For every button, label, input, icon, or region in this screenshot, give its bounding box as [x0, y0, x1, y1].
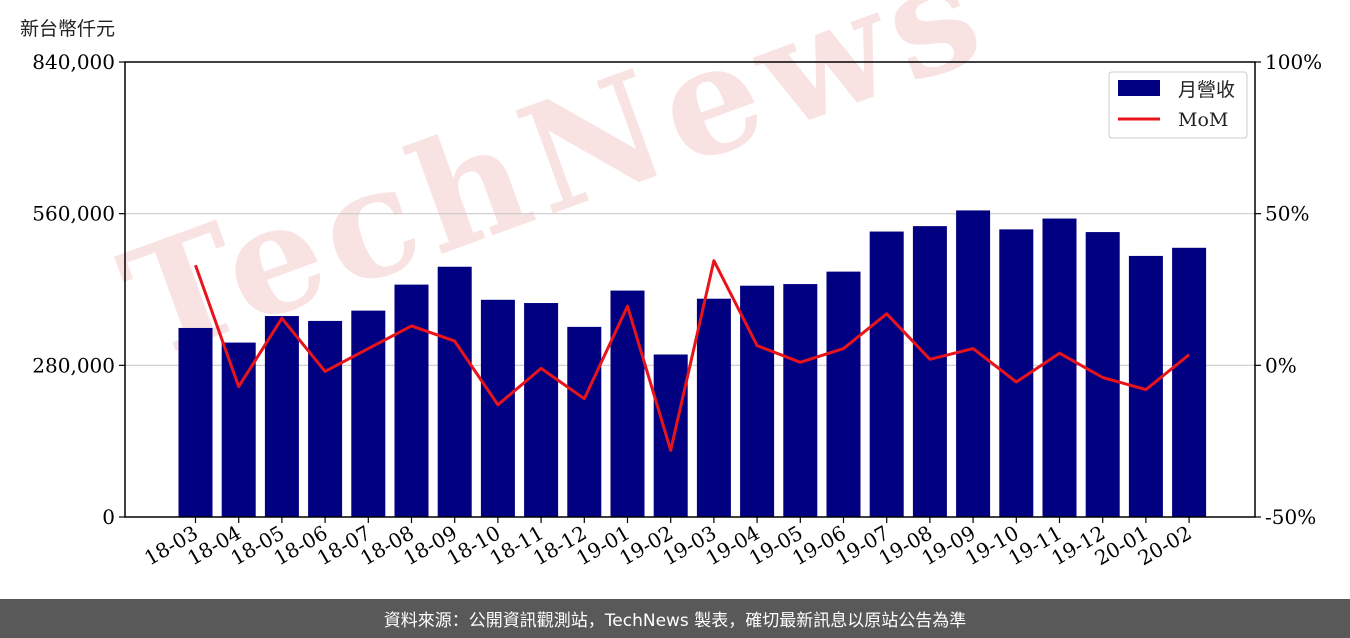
legend-label-bar: 月營收 — [1178, 79, 1235, 101]
x-axis: 18-0318-0418-0518-0618-0718-0818-0918-10… — [140, 517, 1196, 570]
bar-18-11 — [524, 303, 559, 517]
mom-line — [194, 259, 1191, 452]
bar-19-11 — [1042, 218, 1077, 517]
bar-19-02 — [653, 354, 688, 517]
right-tick-label-0: -50% — [1265, 505, 1316, 529]
bar-19-09 — [956, 210, 991, 517]
right-axis: -50% 0% 50% 100% — [1255, 50, 1322, 529]
bar-18-10 — [480, 299, 515, 517]
right-tick-label-1: 0% — [1265, 353, 1297, 377]
bar-19-12 — [1085, 232, 1120, 518]
legend-swatch-bar — [1118, 80, 1160, 96]
bar-19-06 — [826, 271, 861, 517]
source-footer: 資料來源：公開資訊觀測站，TechNews 製表，確切最新訊息以原站公告為準 — [0, 599, 1350, 638]
left-tick-label-3: 840,000 — [32, 50, 115, 74]
bar-20-02 — [1172, 247, 1207, 517]
bar-18-05 — [264, 316, 299, 517]
bar-19-03 — [696, 298, 731, 517]
bar-18-03 — [178, 327, 213, 517]
left-tick-label-1: 280,000 — [32, 353, 115, 377]
legend-label-line: MoM — [1178, 109, 1228, 131]
bar-19-08 — [912, 226, 947, 517]
right-tick-label-3: 100% — [1265, 50, 1322, 74]
bar-19-05 — [783, 284, 818, 517]
left-axis: 0 280,000 560,000 840,000 — [32, 50, 125, 529]
bar-19-07 — [869, 231, 904, 517]
left-tick-label-2: 560,000 — [32, 202, 115, 226]
bar-18-08 — [394, 284, 429, 517]
bar-18-04 — [221, 342, 256, 517]
bar-18-07 — [351, 310, 386, 517]
bar-18-12 — [567, 326, 602, 517]
plot-frame — [124, 61, 1256, 518]
mom-series — [194, 259, 1191, 452]
legend: 月營收 MoM — [1108, 71, 1248, 139]
bar-19-01 — [610, 290, 645, 517]
bar-18-09 — [437, 266, 472, 517]
bar-18-06 — [308, 320, 343, 517]
y-axis-unit-label: 新台幣仟元 — [20, 18, 116, 40]
right-tick-label-2: 50% — [1265, 202, 1309, 226]
left-tick-label-0: 0 — [102, 505, 115, 529]
bar-series — [178, 210, 1207, 518]
